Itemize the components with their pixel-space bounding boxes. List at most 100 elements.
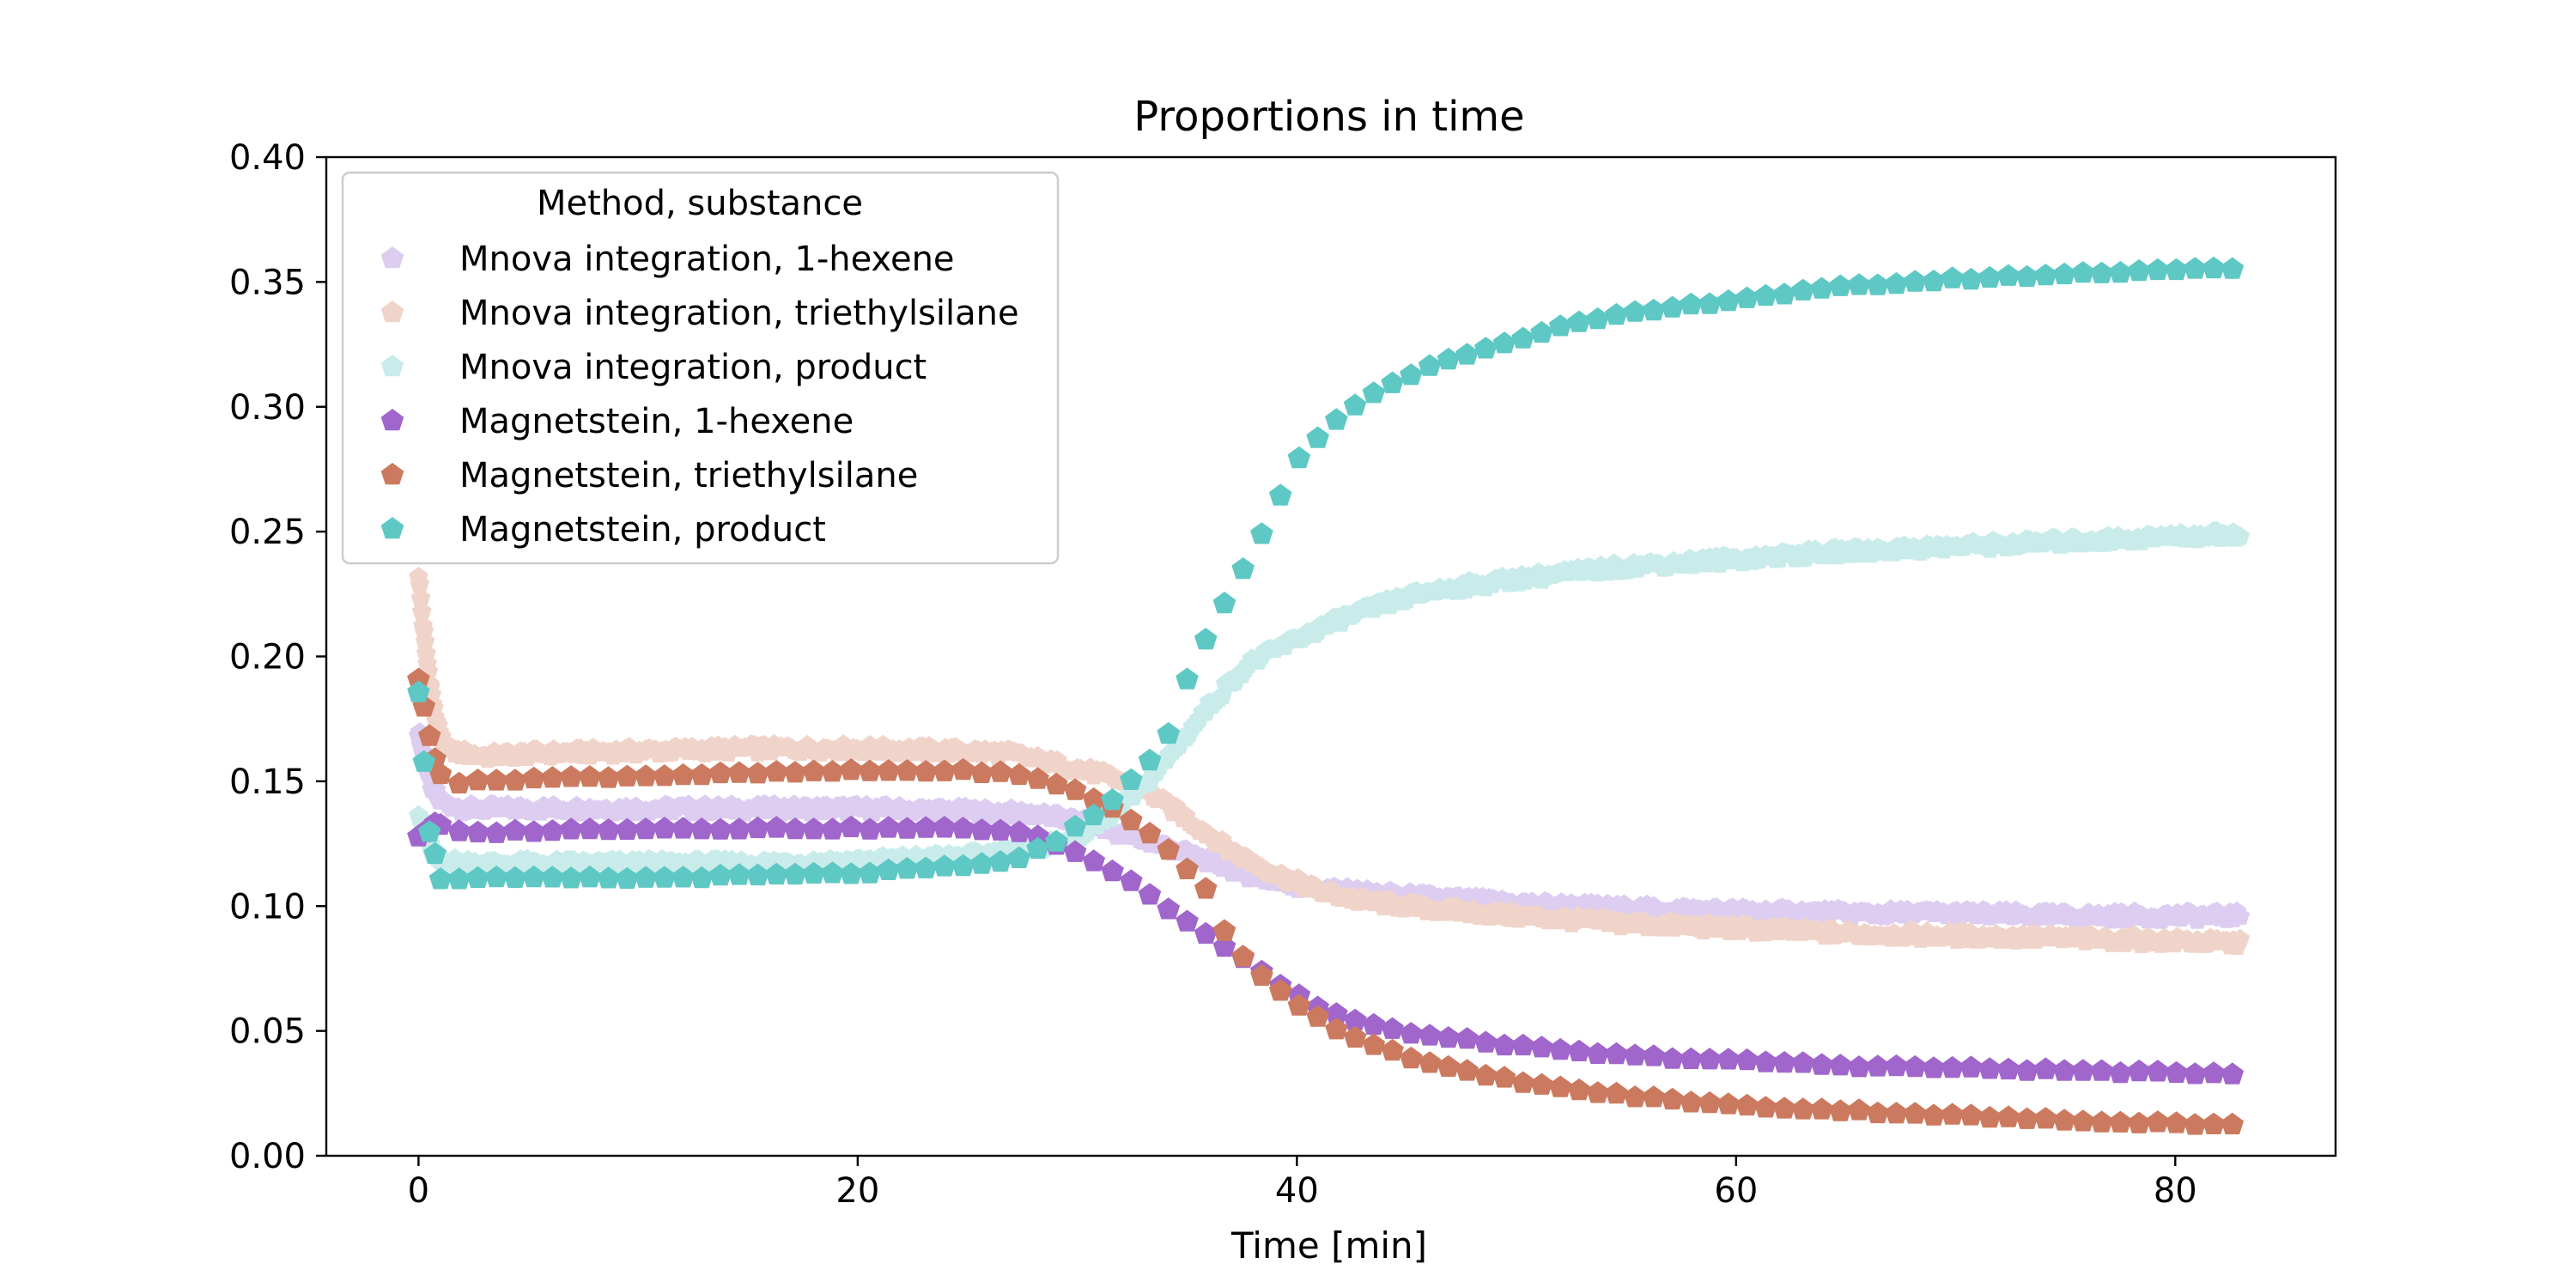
data-point bbox=[597, 866, 620, 889]
data-point bbox=[727, 761, 751, 783]
data-point bbox=[1810, 1097, 1833, 1120]
data-point bbox=[2034, 264, 2057, 286]
data-point bbox=[896, 817, 919, 839]
data-point bbox=[1941, 1055, 1965, 1078]
data-point bbox=[2146, 1060, 2170, 1082]
data-point bbox=[559, 765, 583, 787]
data-point bbox=[1287, 446, 1311, 469]
data-point bbox=[783, 817, 807, 840]
data-point bbox=[1996, 264, 2020, 286]
data-point bbox=[1026, 836, 1049, 860]
data-point bbox=[727, 817, 751, 840]
data-point bbox=[746, 762, 769, 784]
data-point bbox=[746, 863, 769, 886]
data-point bbox=[2052, 1109, 2076, 1131]
data-point bbox=[1810, 276, 1833, 299]
data-point bbox=[503, 866, 527, 889]
data-point bbox=[1138, 883, 1162, 905]
data-point bbox=[1754, 1050, 1777, 1072]
data-point bbox=[2109, 1060, 2132, 1084]
data-point bbox=[2165, 258, 2188, 281]
data-point bbox=[1455, 1059, 1479, 1081]
data-point bbox=[1194, 877, 1218, 899]
data-point bbox=[1810, 1053, 1833, 1075]
data-point bbox=[877, 759, 900, 781]
data-point bbox=[1791, 1051, 1815, 1073]
data-point bbox=[2034, 1057, 2057, 1079]
data-point bbox=[1418, 1051, 1442, 1073]
data-point bbox=[1623, 1085, 1647, 1108]
data-point bbox=[2071, 1059, 2095, 1081]
data-point bbox=[1885, 271, 1908, 295]
data-point bbox=[417, 820, 441, 842]
data-point bbox=[2015, 1059, 2038, 1081]
data-point bbox=[2071, 1109, 2095, 1132]
data-point bbox=[503, 769, 527, 791]
data-point bbox=[653, 866, 677, 888]
x-tick-label: 20 bbox=[835, 1171, 879, 1211]
data-point bbox=[988, 850, 1012, 872]
data-point bbox=[1418, 1024, 1442, 1046]
data-point bbox=[2221, 1112, 2245, 1135]
data-point bbox=[2165, 1111, 2188, 1133]
x-tick-label: 80 bbox=[2154, 1171, 2197, 1211]
data-point bbox=[653, 817, 677, 839]
data-point bbox=[541, 766, 564, 788]
data-point bbox=[503, 818, 527, 841]
data-point bbox=[407, 680, 430, 702]
data-point bbox=[933, 854, 957, 877]
data-point bbox=[1492, 1033, 1516, 1056]
data-point bbox=[1492, 1066, 1516, 1088]
data-point bbox=[1829, 1099, 1852, 1121]
data-point bbox=[1661, 1087, 1684, 1110]
data-point bbox=[896, 759, 919, 781]
data-point bbox=[1642, 298, 1666, 321]
data-point bbox=[1325, 408, 1348, 430]
data-point bbox=[1176, 857, 1199, 879]
data-point bbox=[1381, 1038, 1404, 1061]
data-point bbox=[428, 762, 453, 785]
data-point bbox=[1680, 1047, 1703, 1069]
data-point bbox=[1866, 1054, 1890, 1077]
data-point bbox=[1063, 815, 1087, 837]
data-point bbox=[1157, 838, 1181, 860]
data-point bbox=[839, 815, 863, 837]
data-point bbox=[1194, 921, 1218, 945]
data-point bbox=[484, 821, 508, 843]
data-point bbox=[1082, 849, 1106, 872]
data-point bbox=[1605, 1081, 1628, 1104]
data-point bbox=[1287, 993, 1311, 1016]
data-point bbox=[653, 764, 677, 787]
data-point bbox=[2146, 258, 2170, 281]
series-group bbox=[407, 667, 2245, 1135]
data-point bbox=[2127, 1059, 2151, 1082]
data-point bbox=[933, 816, 957, 838]
data-point bbox=[1120, 869, 1143, 891]
data-point bbox=[821, 760, 844, 782]
data-point bbox=[671, 866, 695, 888]
data-point bbox=[1138, 822, 1162, 844]
data-point bbox=[970, 818, 993, 841]
data-point bbox=[764, 816, 788, 838]
data-point bbox=[1045, 772, 1068, 795]
data-point bbox=[1605, 1042, 1628, 1065]
x-axis-title: Time [min] bbox=[1230, 1224, 1427, 1267]
data-point bbox=[2090, 1110, 2113, 1133]
data-point bbox=[802, 817, 826, 840]
legend-label: Magnetstein, triethylsilane bbox=[459, 456, 918, 495]
data-point bbox=[877, 858, 900, 880]
data-point bbox=[1698, 1048, 1722, 1070]
data-point bbox=[2127, 258, 2151, 282]
data-point bbox=[1250, 522, 1273, 544]
data-point bbox=[1567, 310, 1591, 332]
data-point bbox=[559, 866, 583, 889]
data-point bbox=[1698, 292, 1722, 314]
data-point bbox=[1325, 1018, 1348, 1040]
data-point bbox=[1511, 326, 1535, 349]
legend-marker bbox=[380, 409, 404, 431]
y-tick-label: 0.10 bbox=[229, 887, 306, 927]
data-point bbox=[727, 863, 751, 885]
data-point bbox=[1959, 1055, 1983, 1078]
legend-title: Method, substance bbox=[537, 184, 863, 223]
series-group bbox=[409, 566, 2251, 955]
